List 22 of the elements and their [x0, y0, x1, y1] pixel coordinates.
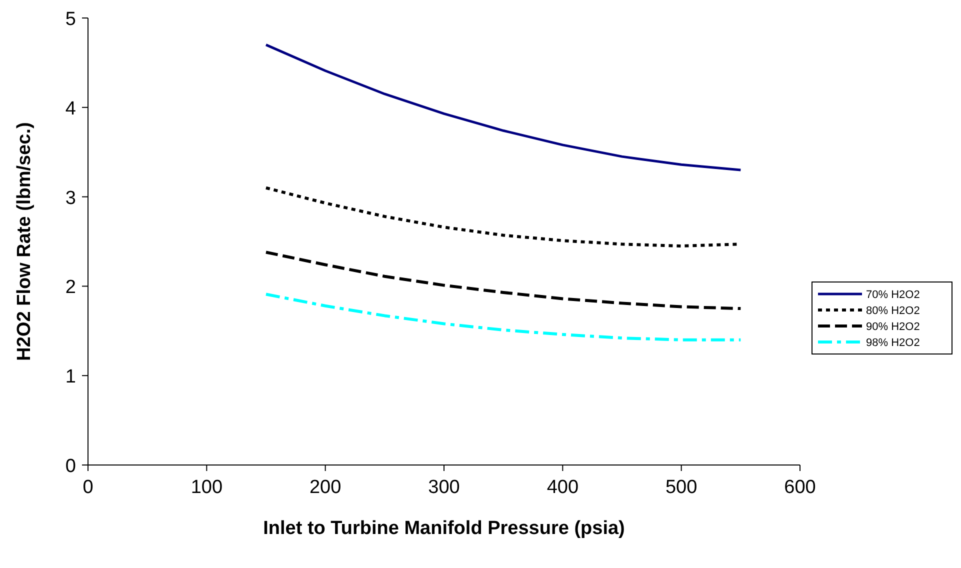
y-tick-label: 0	[65, 456, 76, 477]
y-tick-label: 5	[65, 9, 76, 30]
x-axis-title: Inlet to Turbine Manifold Pressure (psia)	[263, 518, 625, 539]
x-tick-label: 400	[546, 477, 579, 498]
line-series	[264, 250, 742, 310]
legend-label: 98% H2O2	[866, 337, 920, 349]
y-tick-label: 1	[65, 366, 76, 388]
y-tick-label: 4	[65, 98, 76, 120]
y-tick-label: 2	[65, 277, 76, 298]
legend-label: 70% H2O2	[866, 289, 920, 301]
x-tick-label: 0	[82, 477, 94, 498]
x-tick-label: 600	[784, 477, 816, 498]
line-series	[264, 292, 742, 342]
y-tick-label: 3	[65, 188, 76, 209]
x-tick-label: 300	[428, 477, 460, 498]
x-tick-label: 200	[309, 477, 342, 498]
legend-label: 80% H2O2	[866, 305, 920, 317]
y-axis-title: H2O2 Flow Rate (lbm/sec.)	[14, 122, 35, 361]
line-series	[264, 44, 742, 172]
x-tick-label: 100	[190, 477, 223, 498]
x-tick-label: 500	[665, 477, 698, 498]
legend-label: 90% H2O2	[866, 321, 920, 333]
